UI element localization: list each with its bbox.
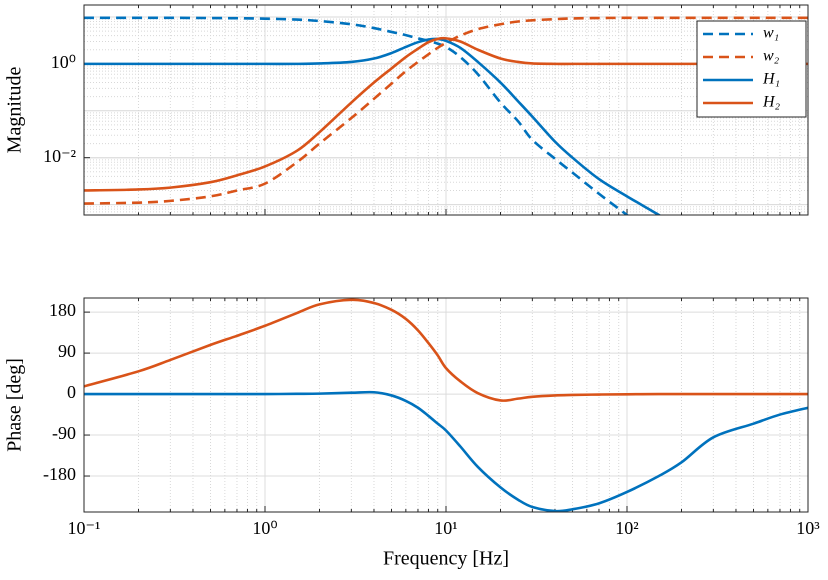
x-tick-label: 10⁰ bbox=[252, 518, 277, 538]
y-tick-label: 90 bbox=[58, 341, 76, 361]
axes-frame bbox=[83, 297, 809, 513]
y-tick-label: 10⁰ bbox=[51, 52, 76, 72]
y-tick-label: 180 bbox=[49, 300, 76, 320]
y-tick-label: 10⁻² bbox=[43, 146, 76, 166]
y-tick-label: -90 bbox=[52, 423, 76, 443]
series-line bbox=[84, 36, 808, 192]
series-line bbox=[84, 298, 808, 402]
series-line bbox=[84, 16, 808, 205]
x-axis-label: Frequency [Hz] bbox=[383, 548, 509, 570]
x-tick-label: 10⁻¹ bbox=[68, 518, 101, 538]
y-tick-label: -180 bbox=[43, 464, 76, 484]
legend-box bbox=[696, 20, 807, 118]
axes-frame bbox=[83, 4, 809, 216]
x-tick-label: 10² bbox=[615, 518, 638, 538]
x-tick-label: 10¹ bbox=[434, 518, 457, 538]
legend-label: w₁ bbox=[763, 25, 779, 42]
series-line bbox=[84, 16, 630, 215]
legend-label: H₂ bbox=[762, 94, 781, 111]
legend-label: w₂ bbox=[763, 48, 780, 65]
series-line bbox=[84, 37, 662, 215]
legend-label: H₁ bbox=[762, 71, 780, 88]
series-line bbox=[84, 390, 808, 512]
y-tick-label: 0 bbox=[67, 382, 76, 402]
y-axis-label: Magnitude bbox=[4, 67, 26, 154]
x-tick-label: 10³ bbox=[796, 518, 820, 538]
y-axis-label: Phase [deg] bbox=[4, 358, 26, 452]
